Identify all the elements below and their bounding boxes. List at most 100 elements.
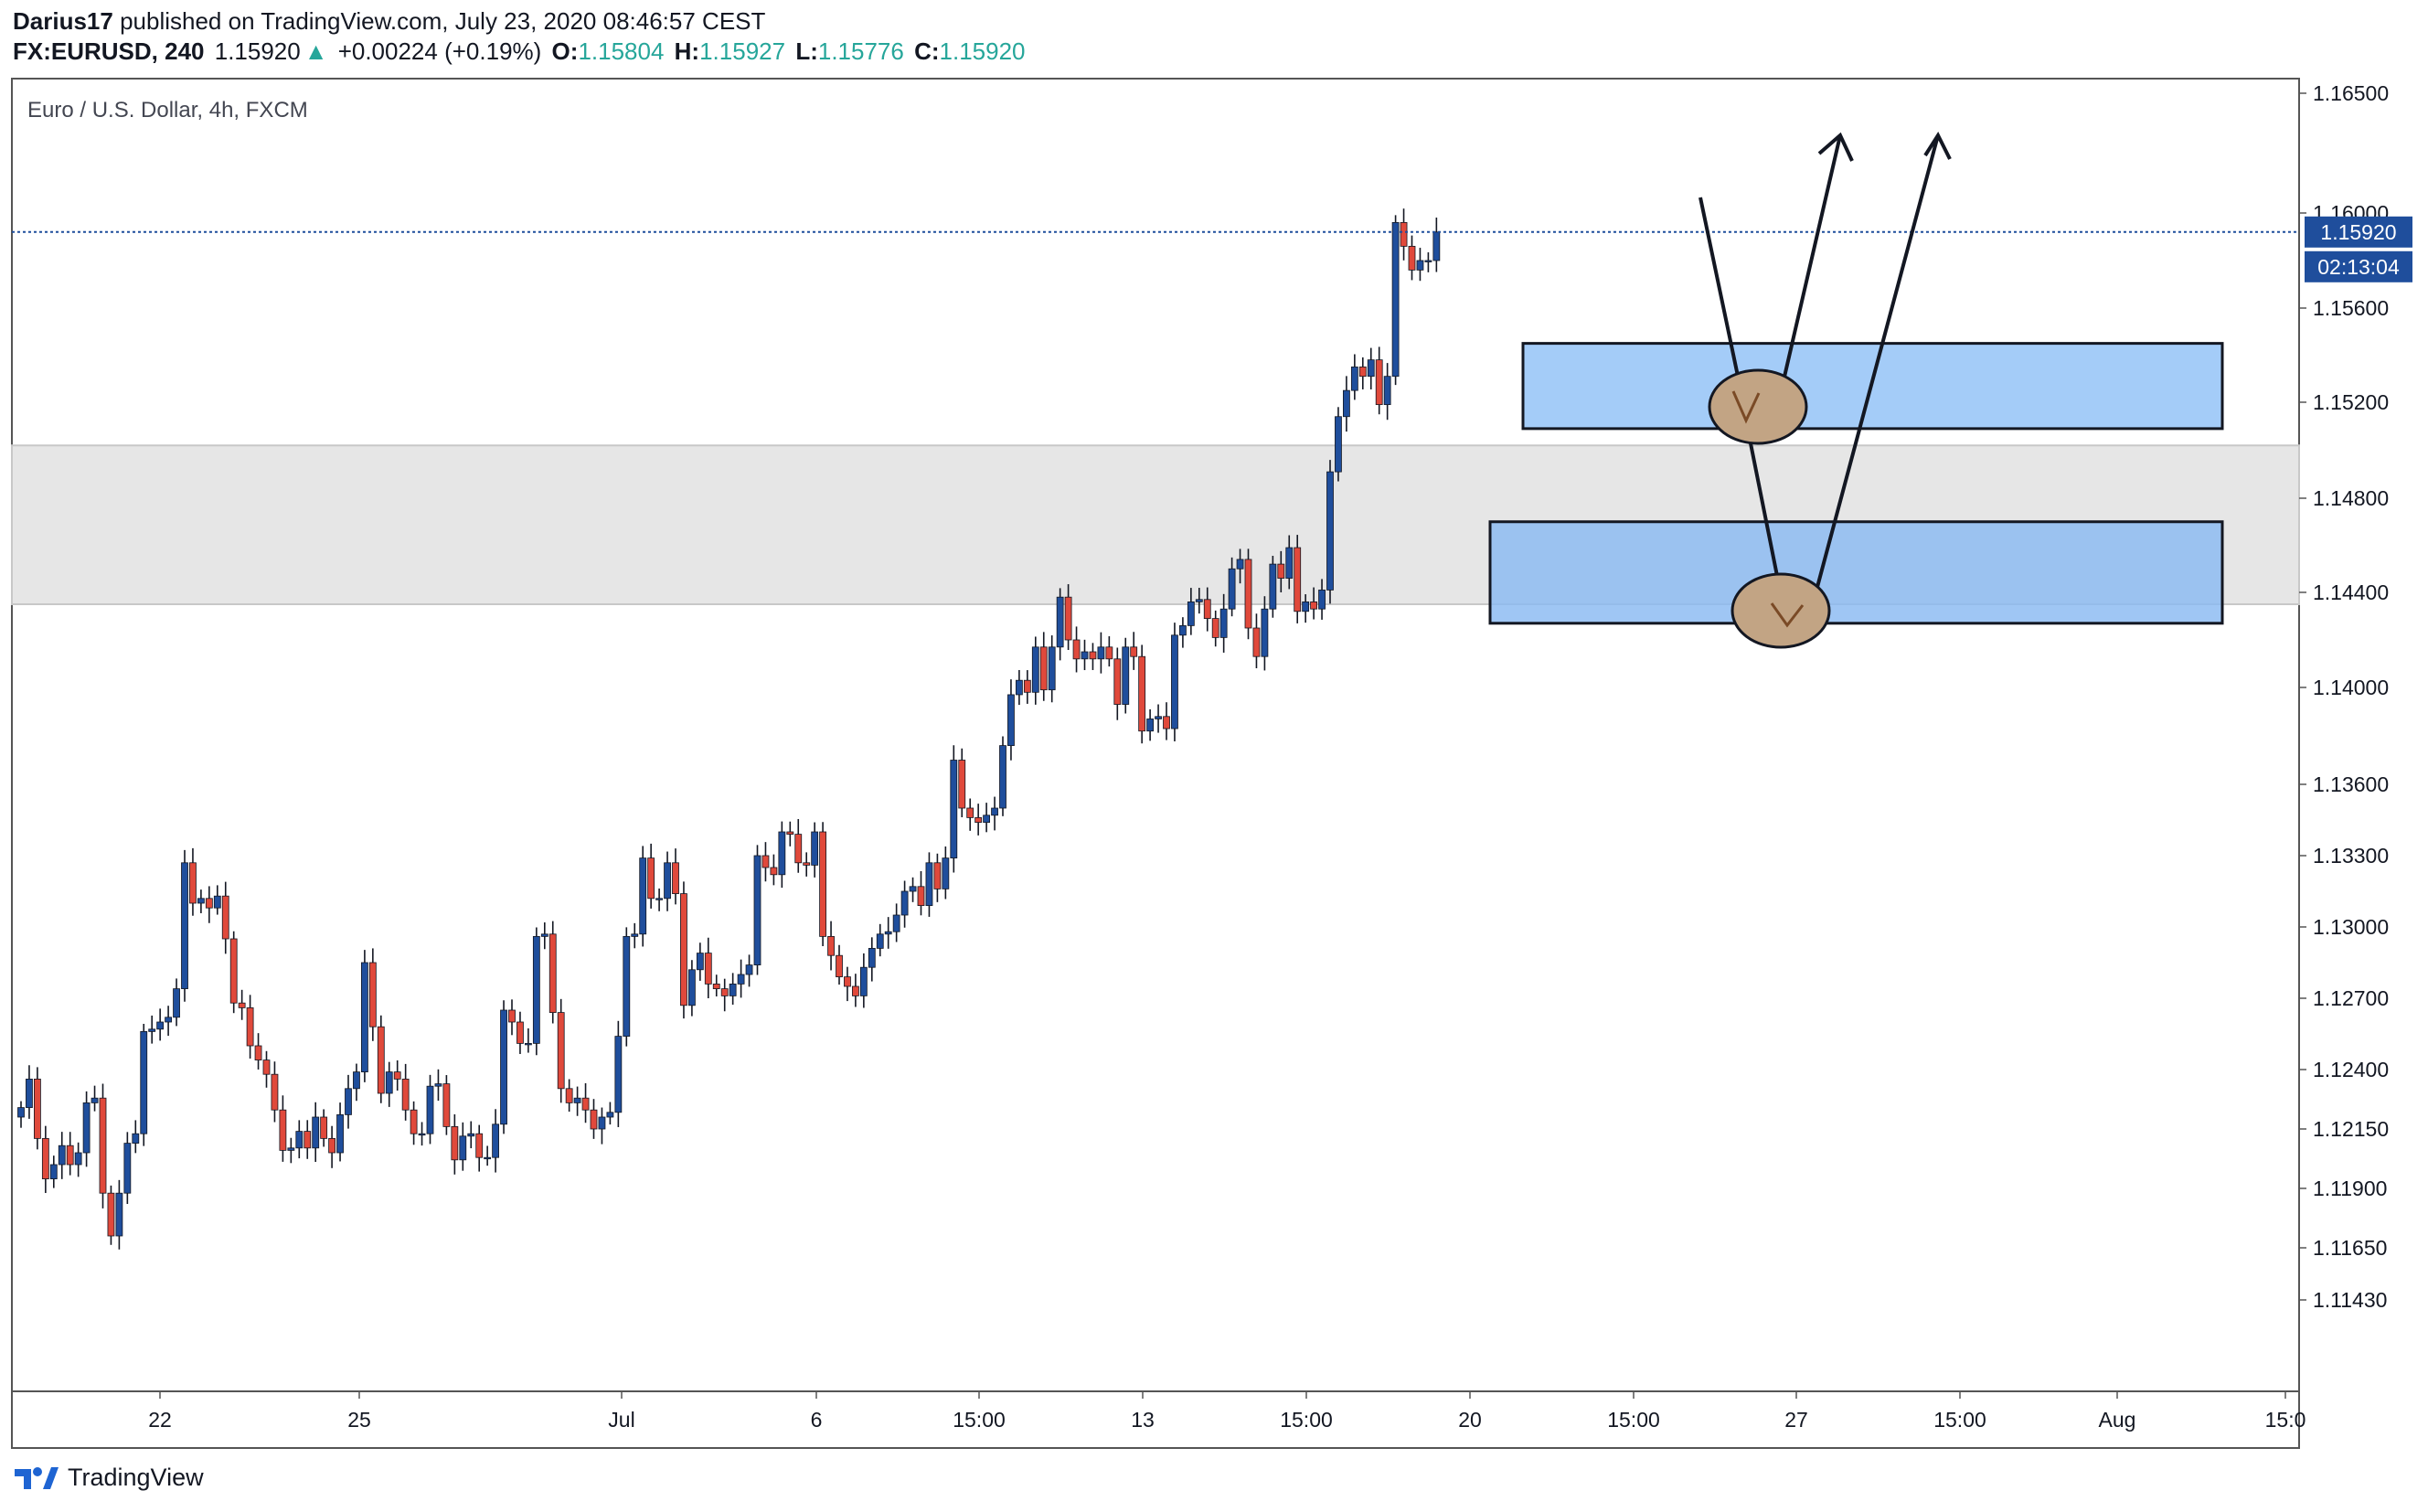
candle[interactable] [1097,632,1105,674]
candle[interactable] [664,851,671,911]
candle[interactable] [1039,632,1048,701]
candle[interactable] [696,942,704,981]
candle[interactable] [525,1028,532,1053]
candle[interactable] [74,1142,82,1177]
price-axis[interactable]: 1.165001.160001.156001.152001.148001.144… [2299,81,2389,1312]
candle[interactable] [181,849,188,1002]
candle[interactable] [336,1102,344,1162]
candle[interactable] [165,1006,173,1037]
candle[interactable] [614,1020,623,1127]
candle[interactable] [238,989,246,1020]
candle[interactable] [58,1132,66,1179]
candle[interactable] [115,1179,123,1250]
candle[interactable] [1400,208,1408,261]
symbol-label[interactable]: FX:EURUSD, 240 [13,37,205,65]
candle[interactable] [320,1109,328,1147]
candle[interactable] [148,1015,156,1044]
candle[interactable] [1285,535,1294,590]
candle[interactable] [360,950,368,1082]
candle[interactable] [107,1185,115,1245]
candle[interactable] [672,848,679,905]
candle[interactable] [1367,347,1375,389]
candle[interactable] [917,870,925,916]
candle[interactable] [500,1000,507,1134]
candle[interactable] [933,853,942,902]
candle[interactable] [173,978,180,1027]
candle[interactable] [647,843,655,909]
candle[interactable] [639,846,647,947]
candle[interactable] [246,995,254,1059]
candle[interactable] [859,953,868,1008]
candle[interactable] [1130,632,1138,670]
candle[interactable] [271,1061,279,1123]
candle[interactable] [1219,593,1228,653]
candle[interactable] [1211,610,1219,647]
candle[interactable] [844,966,851,1002]
candle[interactable] [1302,594,1310,623]
candle[interactable] [1375,346,1383,415]
candle[interactable] [1122,637,1130,714]
candle[interactable] [712,974,720,997]
candle[interactable] [557,998,565,1103]
candle[interactable] [999,736,1006,816]
candle[interactable] [1228,557,1236,617]
candle[interactable] [623,927,631,1047]
candle[interactable] [132,1120,140,1154]
candle[interactable] [262,1050,271,1088]
candle[interactable] [213,885,221,915]
candle[interactable] [720,978,729,1012]
author-name[interactable]: Darius17 [13,7,113,35]
candle[interactable] [368,948,377,1041]
candle[interactable] [1343,376,1350,432]
candle[interactable] [401,1063,410,1121]
candle[interactable] [418,1122,426,1146]
footer-logo[interactable]: TradingView [13,1459,204,1496]
candle[interactable] [353,1063,360,1102]
candle[interactable] [41,1125,49,1194]
candle[interactable] [565,1079,573,1113]
candle[interactable] [49,1155,58,1188]
candle[interactable] [189,847,197,916]
candle[interactable] [942,846,950,900]
candle[interactable] [1318,579,1326,620]
target-marker-upper[interactable] [1708,368,1808,445]
candle[interactable] [1031,636,1039,705]
candle[interactable] [892,903,900,942]
candle[interactable] [1007,679,1015,761]
candle[interactable] [1081,639,1089,671]
candle[interactable] [492,1109,499,1173]
candle[interactable] [1416,248,1424,282]
candle[interactable] [753,845,761,975]
candle[interactable] [827,921,835,971]
candle[interactable] [410,1101,418,1145]
candle[interactable] [688,960,696,1017]
candle[interactable] [868,937,876,982]
candle[interactable] [606,1102,614,1125]
candle[interactable] [1105,636,1113,667]
candle[interactable] [983,803,990,833]
candle[interactable] [442,1075,451,1135]
candle[interactable] [393,1059,401,1091]
candle[interactable] [459,1122,467,1171]
candle[interactable] [1244,548,1252,640]
candle[interactable] [704,937,712,998]
candle[interactable] [26,1065,33,1119]
candle[interactable] [91,1085,99,1112]
candle[interactable] [1171,623,1178,741]
candle[interactable] [786,821,794,847]
candle[interactable] [279,1095,287,1162]
candle[interactable] [1163,702,1170,740]
candle[interactable] [1089,643,1097,670]
candle[interactable] [123,1132,132,1205]
candle[interactable] [1383,363,1391,421]
candle[interactable] [1064,584,1072,651]
candle[interactable] [1358,357,1367,389]
candle[interactable] [1179,617,1187,648]
candle[interactable] [737,959,745,998]
candle[interactable] [1155,704,1162,733]
candle[interactable] [745,954,753,987]
candle[interactable] [966,798,974,831]
candle[interactable] [680,881,687,1019]
candle[interactable] [540,922,548,950]
